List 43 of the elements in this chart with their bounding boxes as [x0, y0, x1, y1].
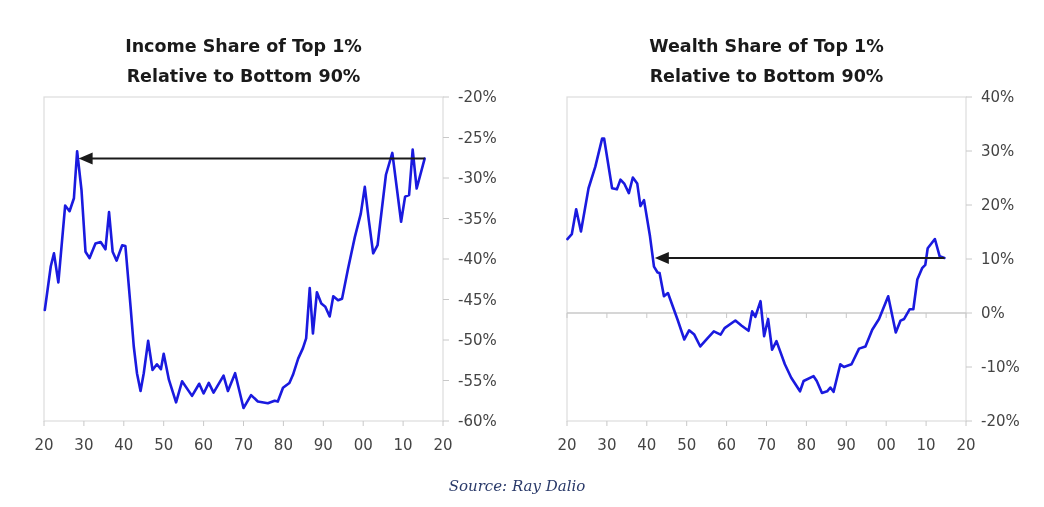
x-tick-label: 30: [74, 436, 94, 454]
y-tick-label: -60%: [458, 412, 497, 431]
y-tick-label: -50%: [458, 331, 497, 350]
y-tick-label: 10%: [981, 250, 1015, 269]
y-tick-label: 30%: [981, 142, 1015, 161]
x-tick-label: 90: [836, 436, 856, 454]
x-tick-label: 00: [353, 436, 373, 454]
x-tick-label: 40: [637, 436, 657, 454]
y-tick-label: -40%: [458, 250, 497, 269]
x-tick-label: 80: [273, 436, 293, 454]
y-tick-label: 40%: [981, 88, 1015, 107]
y-tick-label: 20%: [981, 196, 1015, 215]
x-tick-label: 50: [154, 436, 174, 454]
source-note: Source: Ray Dalio: [448, 477, 586, 495]
x-tick-label: 10: [393, 436, 413, 454]
x-tick-label: 00: [876, 436, 896, 454]
y-tick-label: 0%: [981, 304, 1005, 323]
chart-title: Income Share of Top 1% Relative to Bottom 90%: [125, 36, 362, 86]
x-tick-label: 50: [677, 436, 697, 454]
x-tick-label: 70: [233, 436, 254, 454]
x-tick-label: 60: [194, 436, 214, 454]
x-tick-label: 80: [796, 436, 816, 454]
chart-title: Wealth Share of Top 1% Relative to Bottom 90%: [649, 36, 884, 86]
x-tick-label: 20: [433, 436, 453, 454]
x-tick-label: 70: [756, 436, 777, 454]
y-tick-label: -10%: [981, 358, 1020, 377]
y-tick-label: -20%: [458, 88, 497, 107]
x-tick-label: 20: [557, 436, 577, 454]
x-tick-label: 10: [916, 436, 936, 454]
x-tick-label: 40: [114, 436, 134, 454]
x-tick-label: 20: [34, 436, 54, 454]
line-series: [43, 148, 426, 410]
y-tick-label: -45%: [458, 290, 497, 309]
line-series: [566, 137, 946, 395]
y-tick-label: -35%: [458, 209, 497, 228]
x-tick-label: 60: [717, 436, 737, 454]
x-tick-label: 20: [956, 436, 976, 454]
y-tick-label: -20%: [981, 412, 1020, 431]
y-tick-label: -25%: [458, 128, 497, 147]
x-tick-label: 90: [313, 436, 333, 454]
y-tick-label: -30%: [458, 169, 497, 188]
y-tick-label: -55%: [458, 371, 497, 390]
x-tick-label: 30: [597, 436, 617, 454]
